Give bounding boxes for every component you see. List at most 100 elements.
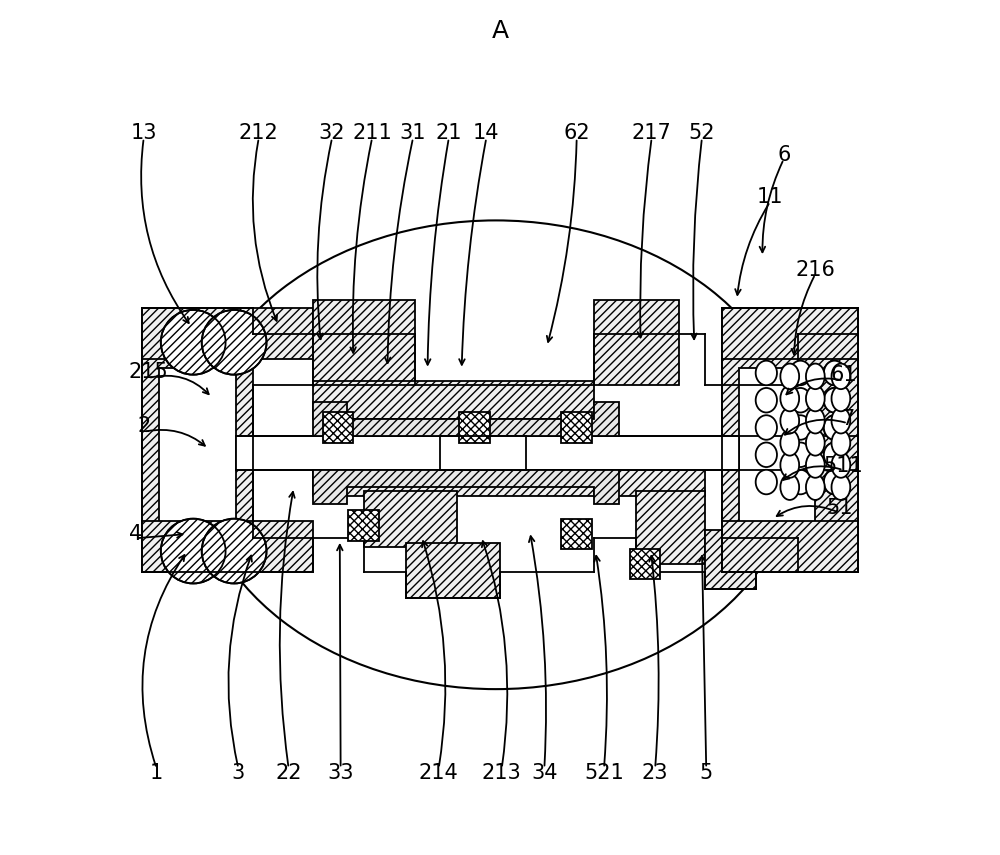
- Text: 4: 4: [129, 524, 142, 544]
- Ellipse shape: [780, 363, 799, 389]
- Ellipse shape: [824, 361, 845, 386]
- Bar: [159, 368, 236, 539]
- Text: A: A: [491, 19, 509, 44]
- Bar: [705, 530, 756, 589]
- Ellipse shape: [824, 469, 845, 494]
- Ellipse shape: [824, 388, 845, 412]
- Ellipse shape: [824, 416, 845, 439]
- Text: 13: 13: [131, 123, 157, 144]
- Ellipse shape: [790, 361, 811, 386]
- Polygon shape: [313, 470, 619, 504]
- Text: 2: 2: [137, 416, 150, 436]
- Ellipse shape: [756, 443, 777, 467]
- Circle shape: [202, 519, 266, 583]
- Text: 511: 511: [824, 456, 863, 476]
- Text: 51: 51: [826, 498, 852, 518]
- Bar: [440, 436, 526, 470]
- Bar: [142, 522, 313, 572]
- Text: 211: 211: [352, 123, 392, 144]
- Ellipse shape: [780, 475, 799, 500]
- Ellipse shape: [832, 386, 850, 411]
- Text: 31: 31: [400, 123, 426, 144]
- Ellipse shape: [806, 386, 825, 411]
- Bar: [630, 549, 660, 579]
- Ellipse shape: [806, 408, 825, 433]
- Ellipse shape: [790, 388, 811, 412]
- Ellipse shape: [756, 388, 777, 412]
- Ellipse shape: [824, 469, 845, 494]
- Ellipse shape: [790, 443, 811, 467]
- Text: 217: 217: [632, 123, 672, 144]
- Ellipse shape: [806, 452, 825, 478]
- Bar: [313, 457, 594, 496]
- Text: 22: 22: [275, 763, 302, 782]
- Text: 214: 214: [419, 763, 459, 782]
- Ellipse shape: [756, 469, 777, 494]
- Text: 61: 61: [830, 365, 857, 385]
- Ellipse shape: [832, 430, 850, 456]
- Bar: [323, 412, 353, 443]
- Bar: [313, 380, 594, 419]
- Ellipse shape: [832, 408, 850, 433]
- Ellipse shape: [806, 430, 825, 456]
- Text: 11: 11: [757, 187, 783, 208]
- Ellipse shape: [824, 388, 845, 412]
- Bar: [364, 492, 457, 547]
- Ellipse shape: [780, 408, 799, 433]
- Bar: [722, 522, 858, 572]
- Text: 521: 521: [584, 763, 624, 782]
- Circle shape: [161, 310, 226, 374]
- Ellipse shape: [790, 416, 811, 439]
- Bar: [561, 412, 592, 443]
- Ellipse shape: [824, 443, 845, 467]
- Bar: [722, 333, 858, 572]
- Text: 213: 213: [482, 763, 522, 782]
- Bar: [236, 436, 739, 470]
- Text: 5: 5: [700, 763, 713, 782]
- Ellipse shape: [824, 361, 845, 386]
- Text: 216: 216: [795, 260, 835, 280]
- Bar: [594, 299, 679, 385]
- Ellipse shape: [832, 452, 850, 478]
- Ellipse shape: [832, 363, 850, 389]
- Bar: [459, 412, 490, 443]
- Ellipse shape: [193, 221, 798, 689]
- Text: 7: 7: [841, 409, 854, 429]
- Ellipse shape: [756, 416, 777, 439]
- Bar: [561, 519, 592, 550]
- Text: 3: 3: [232, 763, 245, 782]
- Text: 1: 1: [150, 763, 163, 782]
- Ellipse shape: [824, 443, 845, 467]
- Bar: [348, 510, 379, 541]
- Polygon shape: [313, 402, 619, 436]
- Bar: [406, 543, 500, 598]
- Text: 62: 62: [563, 123, 590, 144]
- Bar: [142, 308, 313, 359]
- Bar: [313, 299, 415, 385]
- Ellipse shape: [780, 452, 799, 478]
- Bar: [142, 333, 253, 572]
- Text: 32: 32: [319, 123, 345, 144]
- Text: 33: 33: [327, 763, 354, 782]
- Text: 6: 6: [777, 144, 790, 165]
- Bar: [594, 457, 705, 496]
- Ellipse shape: [806, 475, 825, 500]
- Ellipse shape: [806, 363, 825, 389]
- Bar: [636, 492, 705, 563]
- Circle shape: [161, 519, 226, 583]
- Text: 23: 23: [642, 763, 668, 782]
- Ellipse shape: [780, 430, 799, 456]
- Text: 52: 52: [689, 123, 715, 144]
- Bar: [739, 368, 815, 539]
- Text: 14: 14: [473, 123, 500, 144]
- Ellipse shape: [790, 469, 811, 494]
- Text: 212: 212: [239, 123, 279, 144]
- Circle shape: [202, 310, 266, 374]
- Ellipse shape: [780, 386, 799, 411]
- Text: 34: 34: [531, 763, 558, 782]
- Ellipse shape: [756, 361, 777, 386]
- Ellipse shape: [832, 475, 850, 500]
- Bar: [722, 308, 858, 359]
- Text: 21: 21: [436, 123, 462, 144]
- Ellipse shape: [824, 416, 845, 439]
